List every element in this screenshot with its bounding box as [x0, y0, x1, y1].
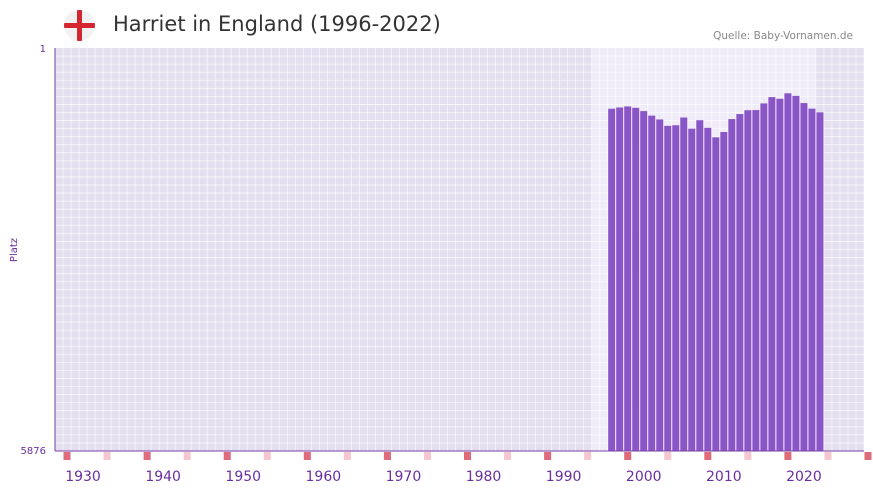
half-decade-marker-1953: [263, 452, 271, 460]
bar-2005: [680, 117, 688, 451]
bar-1999: [632, 107, 640, 451]
decade-marker-1988: [544, 452, 552, 460]
half-decade-marker-2023: [824, 452, 832, 460]
x-tick-label: 1930: [65, 469, 101, 485]
bar-2007: [696, 120, 704, 451]
x-tick-label: 1940: [145, 469, 181, 485]
x-tick-label: 2020: [786, 469, 822, 485]
x-tick-label: 1980: [466, 469, 502, 485]
decade-marker-1968: [383, 452, 391, 460]
bar-2019: [792, 95, 800, 452]
bar-1996: [608, 108, 616, 451]
chart-title: Harriet in England (1996-2022): [113, 12, 441, 36]
axes: [54, 48, 864, 452]
bar-2004: [672, 125, 680, 452]
half-decade-marker-1983: [504, 452, 512, 460]
chart-header: Harriet in England (1996-2022) Quelle: B…: [0, 0, 873, 48]
decade-marker-1978: [464, 452, 472, 460]
bar-2020: [800, 103, 808, 451]
x-tick-label: 1990: [546, 469, 582, 485]
bar-1997: [616, 107, 624, 452]
bar-2006: [688, 128, 696, 452]
y-tick-label: 5876: [21, 446, 46, 457]
bar-2016: [768, 97, 776, 451]
half-decade-marker-2003: [664, 452, 672, 460]
bar-2018: [784, 93, 792, 451]
half-decade-marker-1933: [103, 452, 111, 460]
decade-marker-1938: [143, 452, 151, 460]
bar-series: [608, 93, 824, 452]
decade-marker-1928: [63, 452, 71, 460]
decade-marker-1958: [303, 452, 311, 460]
grid-lines: [54, 48, 873, 451]
bar-1998: [624, 106, 632, 451]
bar-2017: [776, 98, 784, 451]
decade-marker-1998: [624, 452, 632, 460]
bar-2003: [664, 125, 672, 451]
bar-2009: [712, 137, 720, 452]
england-flag-icon: [64, 10, 95, 41]
x-tick-label: 1960: [306, 469, 342, 485]
axis-labels: 1 5876 Platz 1930 1940 1950 1960 1970 1980 1990 20…: [9, 44, 822, 485]
decade-marker-2008: [704, 452, 712, 460]
decade-marker-1948: [223, 452, 231, 460]
bar-2001: [648, 115, 656, 451]
x-tick-label: 1950: [225, 469, 261, 485]
y-tick-label: 1: [40, 44, 46, 55]
half-decade-marker-2013: [744, 452, 752, 460]
bar-2002: [656, 119, 664, 451]
x-tick-label: 2010: [706, 469, 742, 485]
bar-2013: [744, 110, 752, 451]
bar-2015: [760, 103, 768, 452]
decade-marker-2018: [784, 452, 792, 460]
half-decade-marker-1973: [423, 452, 431, 460]
year-markers: [63, 452, 872, 460]
bar-2011: [728, 119, 736, 452]
bar-2012: [736, 114, 744, 451]
source-label: Quelle: Baby-Vornamen.de: [713, 30, 853, 42]
bar-2000: [640, 111, 648, 451]
decade-marker-2028: [864, 452, 872, 460]
bar-2010: [720, 132, 728, 451]
bar-2014: [752, 110, 760, 451]
half-decade-marker-1963: [343, 452, 351, 460]
bar-2022: [816, 112, 824, 452]
x-tick-label: 2000: [626, 469, 662, 485]
bar-2021: [808, 108, 816, 451]
bar-2008: [704, 127, 712, 451]
half-decade-marker-1943: [183, 452, 191, 460]
y-axis-label: Platz: [9, 238, 20, 262]
half-decade-marker-1993: [584, 452, 592, 460]
x-tick-label: 1970: [386, 469, 422, 485]
